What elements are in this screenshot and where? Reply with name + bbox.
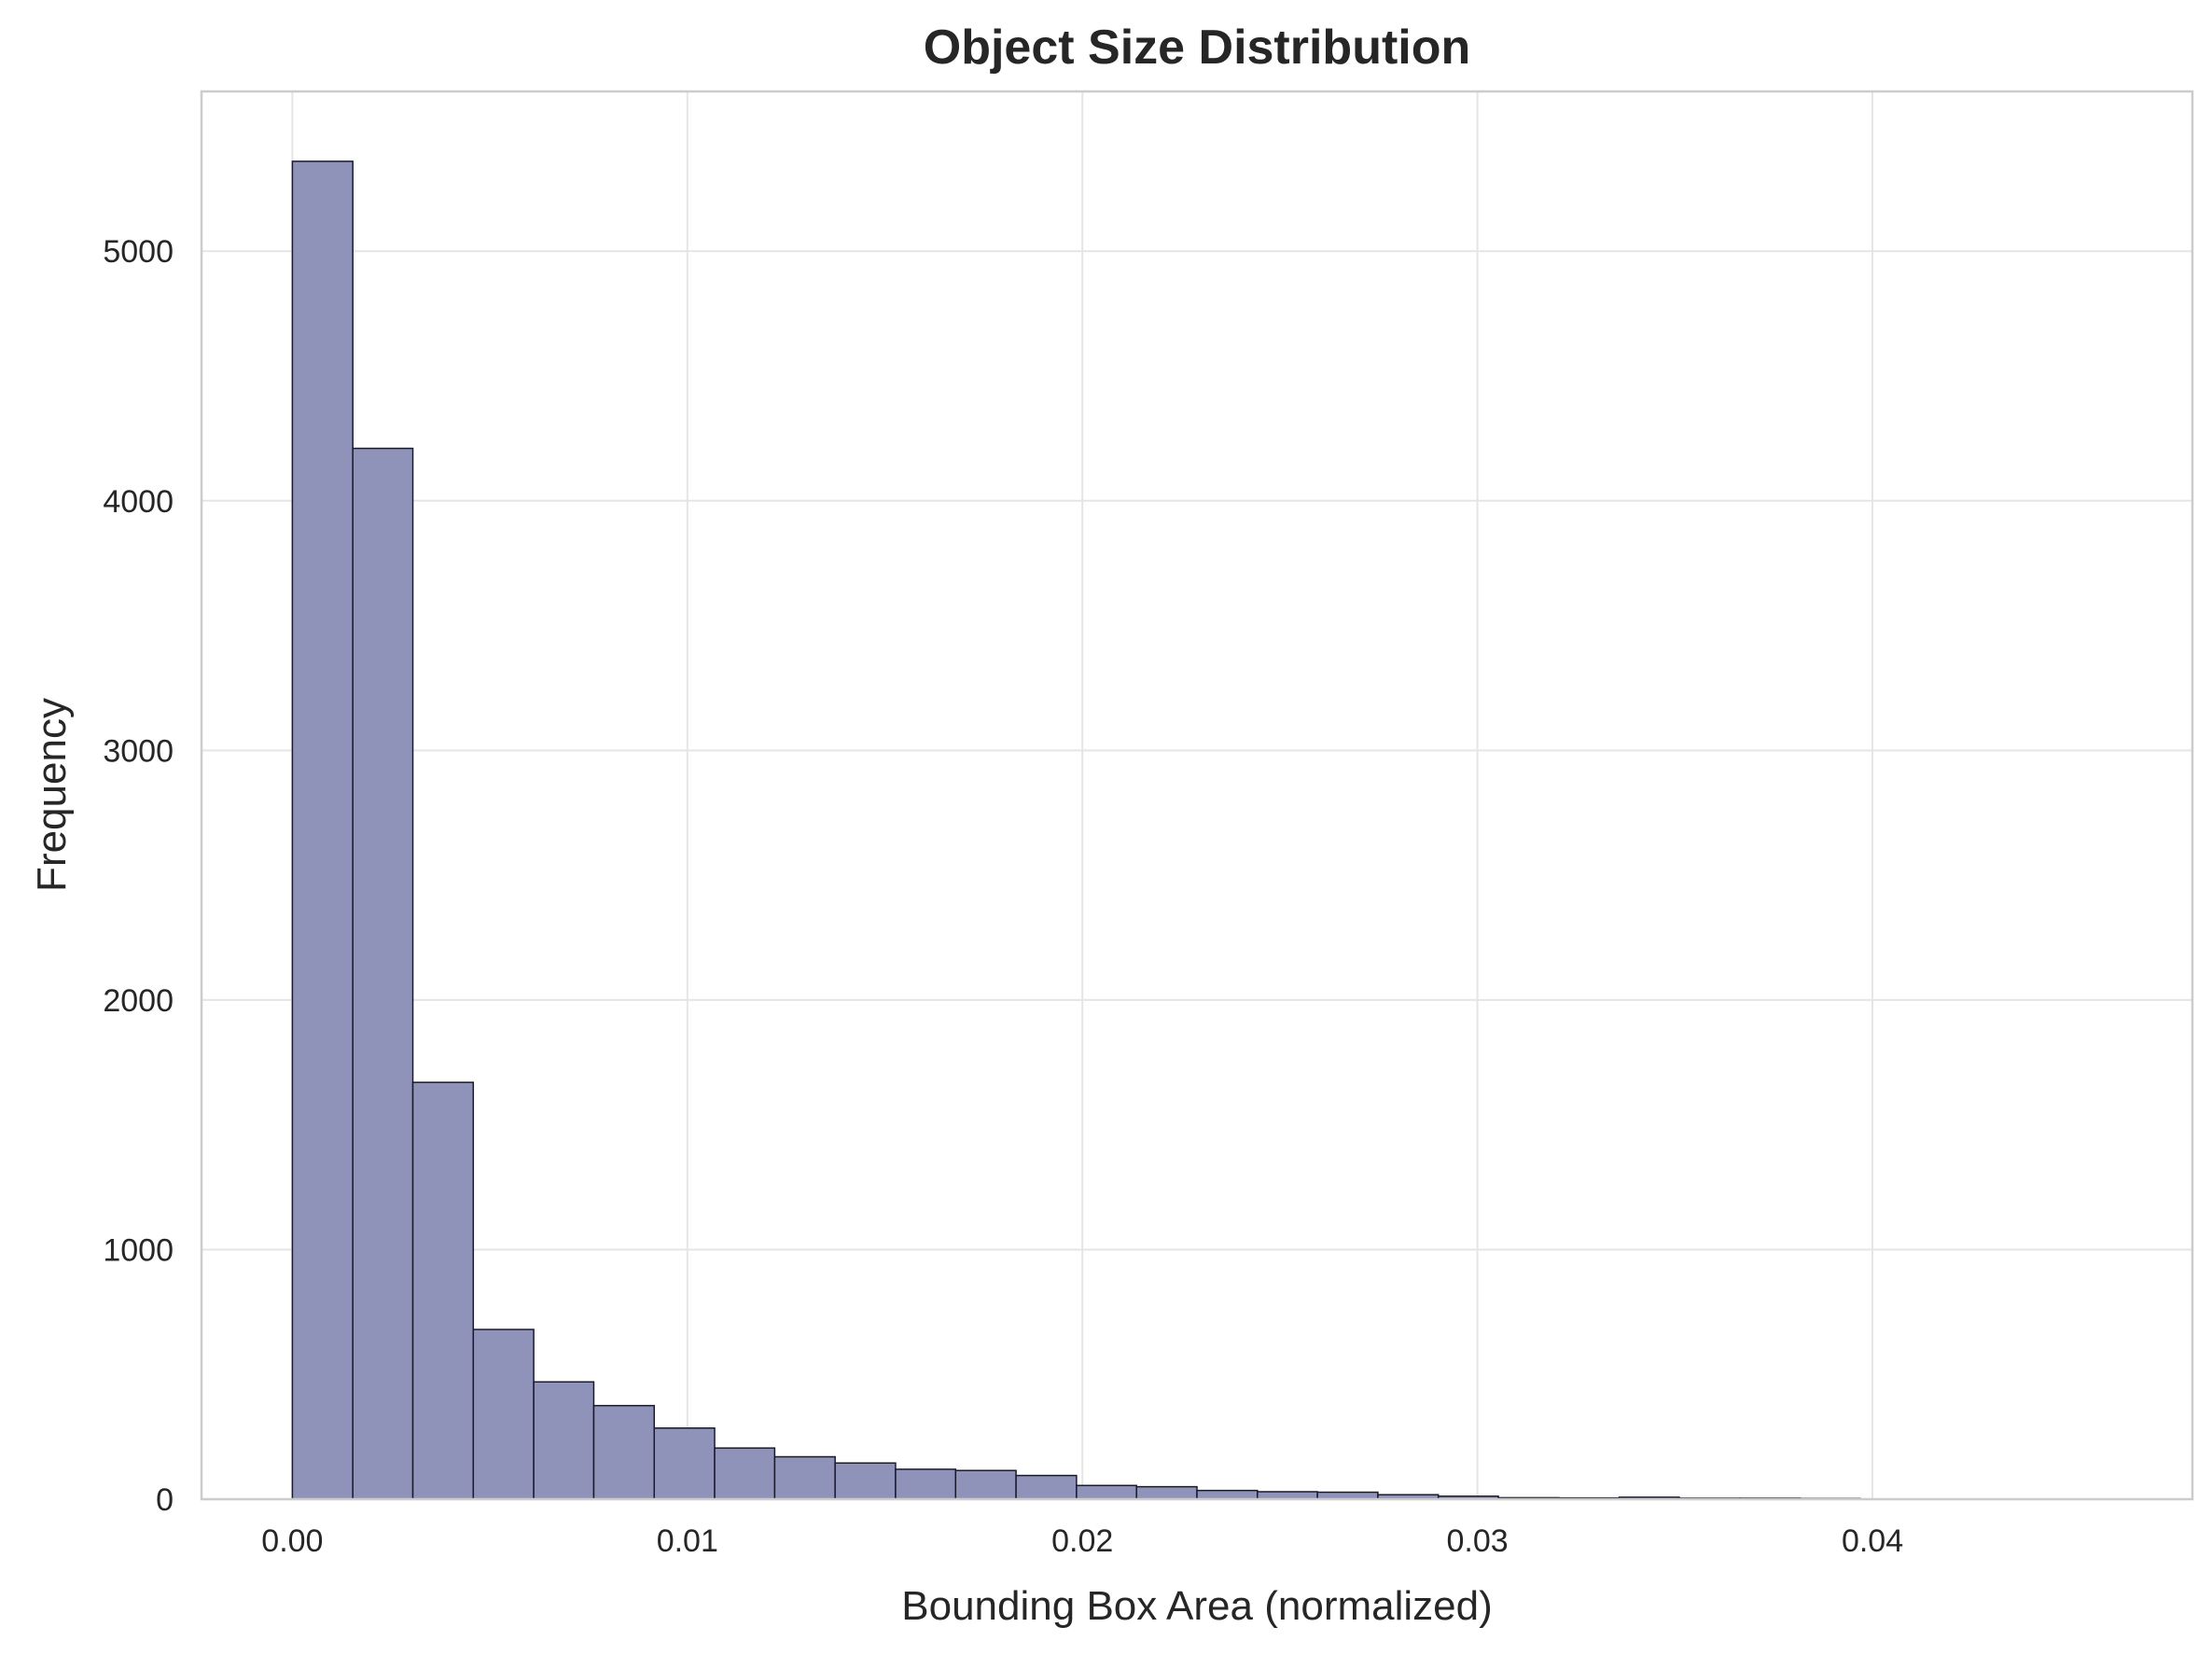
x-tick-label: 0.03 [1447, 1523, 1509, 1559]
histogram-bar [352, 447, 414, 1500]
y-tick-label: 1000 [103, 1232, 174, 1268]
x-tick-label: 0.04 [1842, 1523, 1903, 1559]
y-axis-title: Frequency [29, 698, 75, 892]
plot-frame [200, 90, 2194, 1501]
x-axis-ticks: 0.00 0.01 0.02 0.03 0.04 [261, 1523, 1903, 1559]
histogram-bar [533, 1381, 595, 1500]
y-tick-label: 2000 [103, 983, 174, 1019]
histogram-bar [1135, 1485, 1198, 1500]
histogram-bar [954, 1469, 1017, 1500]
histogram-bar [895, 1468, 957, 1500]
histogram-bar [592, 1404, 655, 1500]
histogram-bar [714, 1447, 776, 1500]
x-tick-label: 0.02 [1051, 1523, 1113, 1559]
histogram-bar [1015, 1474, 1078, 1500]
x-axis-title: Bounding Box Area (normalized) [901, 1583, 1492, 1629]
y-tick-label: 4000 [103, 484, 174, 520]
y-tick-label: 5000 [103, 234, 174, 270]
histogram-bar [653, 1426, 716, 1500]
histogram-bars [291, 160, 1861, 1500]
histogram-bar [411, 1081, 475, 1500]
y-tick-label: 3000 [103, 733, 174, 769]
histogram-bar [1196, 1489, 1259, 1500]
y-tick-label: 0 [156, 1482, 174, 1518]
histogram-bar [773, 1455, 836, 1500]
y-axis-ticks: 0 1000 2000 3000 4000 5000 [103, 234, 174, 1518]
grid-lines [202, 91, 2192, 1500]
chart-title: Object Size Distribution [924, 21, 1471, 75]
histogram-bar [472, 1328, 535, 1500]
x-tick-label: 0.01 [657, 1523, 718, 1559]
x-tick-label: 0.00 [261, 1523, 323, 1559]
histogram-bar [291, 160, 354, 1500]
histogram-bar [1076, 1484, 1137, 1500]
histogram-bar [834, 1462, 897, 1500]
